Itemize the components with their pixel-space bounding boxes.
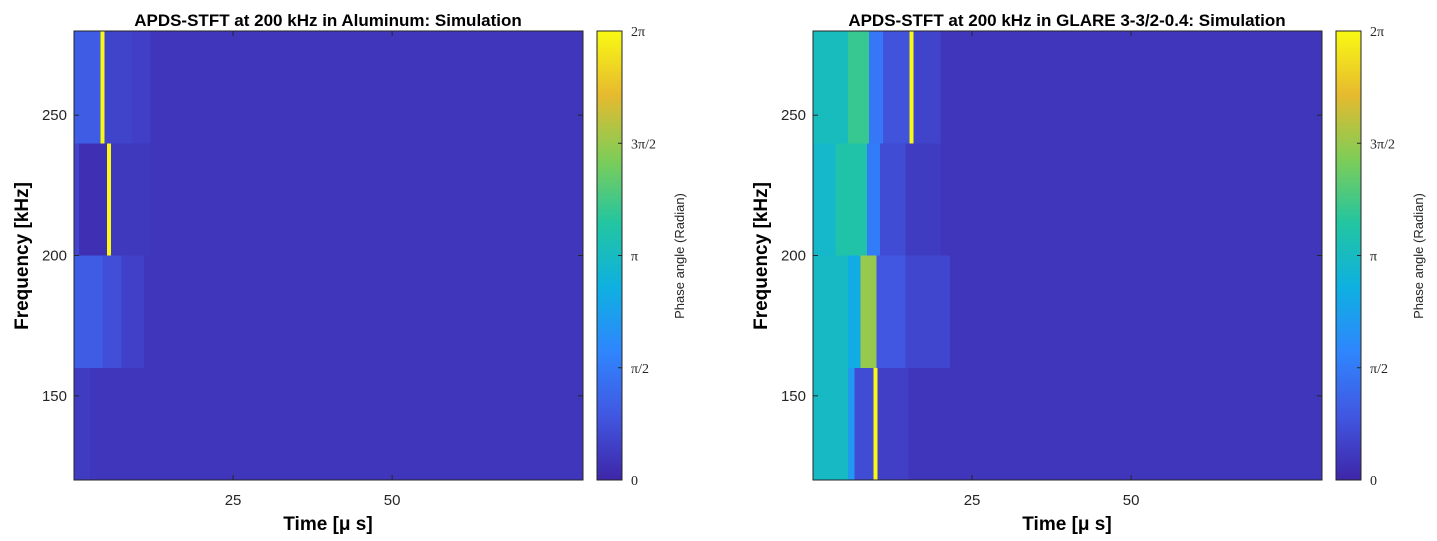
heatmap-cell (905, 255, 951, 369)
heatmap-cell (813, 367, 849, 481)
heatmap-cell (913, 31, 941, 144)
colorbar-tick-label: π (631, 250, 638, 265)
y-axis-label: Frequency [kHz] (751, 182, 772, 330)
x-ticks: 25 50 (225, 31, 401, 509)
panel-glare: APDS-STFT at 200 kHz in GLARE 3-3/2-0.4:… (751, 11, 1426, 535)
heatmap-cell (868, 31, 884, 144)
heatmap-cell (835, 143, 868, 257)
heatmap-cell (74, 367, 91, 481)
colorbar-label: Phase angle (Radian) (672, 193, 687, 319)
x-tick-label: 50 (1123, 492, 1140, 509)
heatmap-cell (847, 31, 870, 144)
heatmap-cells (74, 31, 584, 481)
heatmap-cell (940, 143, 1323, 257)
x-tick-label: 25 (964, 492, 981, 509)
colorbar-tick-label: π/2 (631, 362, 649, 377)
y-ticks: 150 200 250 (42, 107, 583, 405)
heatmap-cell (74, 31, 102, 144)
heatmap-cell (102, 255, 123, 369)
heatmap-cell (104, 31, 132, 144)
colorbar-tick-label: 3π/2 (631, 137, 656, 152)
y-axis-label: Frequency [kHz] (12, 182, 33, 330)
heatmap-cell (150, 143, 584, 257)
x-axis-label: Time [μ s] (283, 514, 372, 535)
heatmap-cell (107, 143, 112, 257)
x-tick-label: 50 (384, 492, 401, 509)
y-tick-label: 150 (781, 388, 806, 405)
heatmap-cell (940, 31, 1323, 144)
heatmap-cell (89, 367, 584, 481)
heatmap-cell (908, 367, 1323, 481)
heatmap-cell (74, 143, 80, 257)
heatmap-cell (854, 367, 875, 481)
heatmap-cells (813, 31, 1323, 481)
colorbar-tick-label: π (1370, 250, 1377, 265)
y-tick-label: 150 (42, 388, 67, 405)
heatmap-cell (121, 255, 145, 369)
heatmap-cell (150, 31, 584, 144)
heatmap-cell (860, 255, 878, 369)
x-tick-label: 25 (225, 492, 242, 509)
y-ticks: 150 200 250 (781, 107, 1322, 405)
heatmap-cell (905, 143, 941, 257)
heatmap-cell (79, 143, 108, 257)
heatmap-cell (813, 31, 849, 144)
heatmap-cell (876, 255, 906, 369)
y-tick-label: 200 (42, 248, 67, 265)
heatmap-cell (873, 367, 878, 481)
x-axis-label: Time [μ s] (1022, 514, 1111, 535)
heatmap-cell (877, 367, 910, 481)
y-tick-label: 250 (42, 107, 67, 124)
colorbar-tick-label: π/2 (1370, 362, 1388, 377)
y-tick-label: 200 (781, 248, 806, 265)
heatmap-cell (100, 31, 106, 144)
colorbar-tick-label: 0 (1370, 474, 1377, 489)
colorbar-tick-label: 3π/2 (1370, 137, 1395, 152)
x-ticks: 25 50 (964, 31, 1140, 509)
colorbar-tick-label: 0 (631, 474, 638, 489)
heatmap-cell (879, 143, 906, 257)
colorbar-tick-label: 2π (631, 25, 645, 40)
heatmap-cell (949, 255, 1323, 369)
heatmap-cell (847, 367, 855, 481)
chart-title: APDS-STFT at 200 kHz in GLARE 3-3/2-0.4:… (848, 11, 1285, 30)
heatmap-cell (847, 255, 862, 369)
heatmap-cell (813, 255, 849, 369)
colorbar-ticks: 0 π/2 π 3π/2 2π (618, 25, 656, 489)
colorbar-label: Phase angle (Radian) (1411, 193, 1426, 319)
heatmap-cell (909, 31, 915, 144)
heatmap-cell (882, 31, 911, 144)
heatmap-cell (813, 143, 836, 257)
chart-title: APDS-STFT at 200 kHz in Aluminum: Simula… (134, 11, 522, 30)
y-tick-label: 250 (781, 107, 806, 124)
heatmap-cell (74, 255, 104, 369)
colorbar-tick-label: 2π (1370, 25, 1384, 40)
panel-aluminum: APDS-STFT at 200 kHz in Aluminum: Simula… (12, 11, 687, 535)
heatmap-cell (110, 143, 151, 257)
heatmap-cell (143, 255, 584, 369)
heatmap-cell (131, 31, 151, 144)
colorbar-ticks: 0 π/2 π 3π/2 2π (1357, 25, 1395, 489)
heatmap-cell (867, 143, 881, 257)
